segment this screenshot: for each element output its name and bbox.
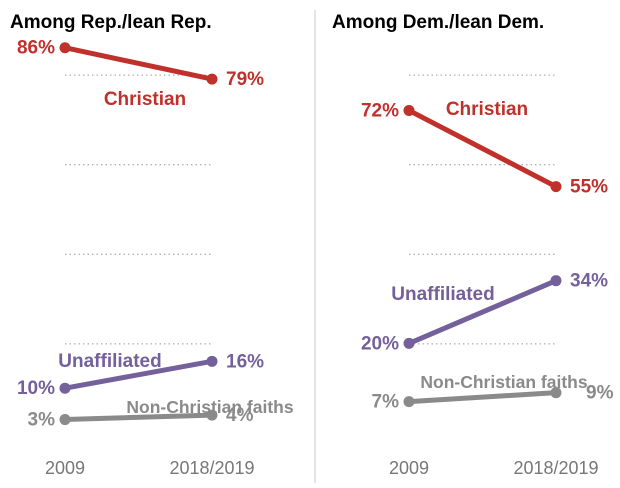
x-tick-label: 2009 [45,458,85,478]
lines-layer [59,42,562,426]
series-line [406,278,559,346]
series-name-label: Christian [104,89,186,110]
series-name-label: Non-Christian faiths [126,397,293,417]
x-tick-label: 2018/2019 [513,458,598,478]
data-point [59,42,71,54]
series-line [62,45,215,82]
series-name-label: Unaffiliated [58,351,161,372]
data-label: 16% [226,351,264,372]
data-label: 9% [586,383,614,404]
data-label: 79% [226,69,264,90]
data-point [550,387,562,399]
data-point [59,414,71,426]
data-label: 55% [570,177,608,198]
data-label: 34% [570,271,608,292]
series-line [406,107,559,190]
data-label: 10% [17,378,55,399]
data-point [206,355,218,367]
data-label: 3% [28,410,56,431]
series-name-label: Christian [446,99,528,120]
labels-layer: 2009 2018/2019 86% 79% Christian 10% 16% Unaffi… [17,38,614,478]
data-point [59,382,71,394]
data-point [206,409,218,421]
series-name-label: Non-Christian faiths [420,372,587,392]
data-point [550,181,562,193]
panel-title-dem: Among Dem./lean Dem. [332,12,544,33]
series-name-label: Unaffiliated [391,284,494,305]
data-label: 7% [372,392,400,413]
data-point [403,337,415,349]
x-tick-label: 2009 [389,458,429,478]
x-tick-label: 2018/2019 [169,458,254,478]
series-line [62,358,215,391]
data-label: 86% [17,38,55,59]
panel-title-rep: Among Rep./lean Rep. [10,12,212,33]
data-point [550,275,562,287]
series-line [62,412,215,423]
data-label: 72% [361,100,399,121]
data-point [403,396,415,408]
data-label: 20% [361,333,399,354]
data-point [403,104,415,116]
data-point [206,73,218,85]
data-label: 4% [226,405,254,426]
series-line [406,390,559,405]
